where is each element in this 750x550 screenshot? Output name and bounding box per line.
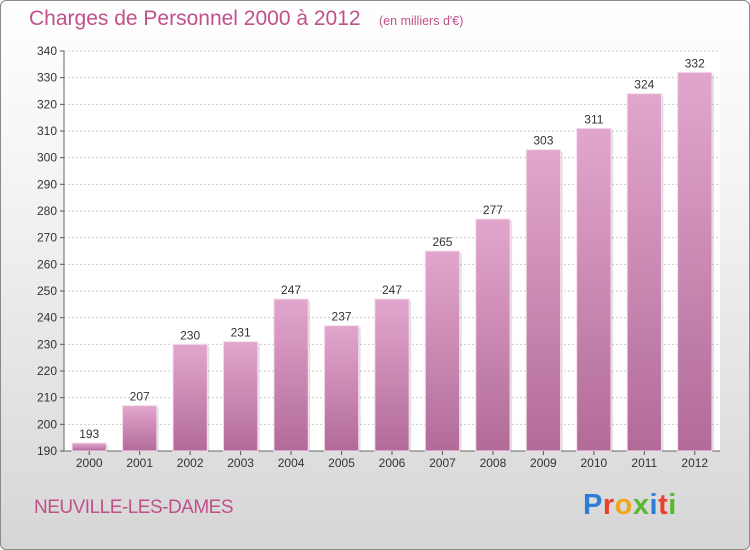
logo-letter: i [668, 489, 677, 521]
data-label: 332 [685, 56, 705, 70]
y-tick-label: 320 [37, 97, 57, 111]
bar-2010 [576, 127, 612, 452]
bar-2001 [122, 405, 158, 452]
data-label: 193 [79, 427, 99, 441]
y-tick-label: 270 [37, 231, 57, 245]
bar-2009 [525, 149, 562, 452]
data-label: 237 [332, 310, 352, 324]
bar-2004 [273, 298, 309, 452]
logo-letter: o [614, 489, 633, 521]
x-tick-label: 2000 [76, 456, 103, 470]
x-tick-label: 2008 [480, 456, 507, 470]
location-name: NEUVILLE-LES-DAMES [34, 497, 234, 518]
y-tick-label: 240 [37, 311, 57, 325]
title-row: Charges de Personnel 2000 à 2012 (en mil… [29, 7, 463, 31]
y-tick-label: 260 [37, 257, 57, 271]
y-tick-label: 220 [37, 364, 57, 378]
x-tick-label: 2012 [681, 456, 708, 470]
data-label: 265 [432, 235, 452, 249]
y-tick-label: 200 [37, 417, 57, 431]
bar-2011 [626, 93, 662, 452]
bar-2000 [71, 442, 107, 452]
data-label: 311 [584, 112, 603, 126]
bar-2007 [424, 250, 461, 452]
proxiti-logo: Proxiti [583, 489, 677, 522]
y-tick-label: 330 [37, 71, 57, 85]
data-label: 231 [231, 326, 251, 340]
y-tick-label: 210 [37, 391, 57, 405]
x-tick-label: 2009 [530, 456, 557, 470]
chart-subtitle: (en milliers d'€) [379, 14, 464, 28]
data-label: 303 [533, 134, 553, 148]
logo-letter: r [602, 489, 615, 521]
bar-2006 [374, 298, 410, 452]
data-label: 247 [281, 283, 301, 297]
bar-2012 [677, 71, 713, 452]
bar-2003 [222, 341, 259, 452]
x-tick-label: 2006 [379, 456, 406, 470]
x-tick-label: 2010 [580, 456, 607, 470]
x-tick-label: 2002 [177, 456, 204, 470]
logo-letter: x [632, 489, 650, 521]
y-tick-label: 280 [37, 204, 57, 218]
x-tick-label: 2005 [328, 456, 355, 470]
data-label: 230 [180, 328, 200, 342]
x-tick-label: 2001 [126, 456, 153, 470]
data-label: 207 [130, 390, 150, 404]
y-tick-label: 230 [37, 337, 57, 351]
bar-2002 [172, 343, 208, 452]
bar-2005 [323, 325, 360, 452]
data-label: 247 [382, 283, 402, 297]
y-tick-label: 290 [37, 177, 57, 191]
x-tick-label: 2003 [227, 456, 254, 470]
y-tick-label: 310 [37, 124, 57, 138]
logo-letter: i [649, 489, 659, 521]
data-label: 277 [483, 203, 503, 217]
y-tick-label: 300 [37, 151, 57, 165]
x-tick-label: 2004 [278, 456, 305, 470]
logo-letter: P [583, 489, 603, 521]
x-tick-label: 2007 [429, 456, 456, 470]
y-tick-label: 250 [37, 284, 57, 298]
bar-2008 [475, 218, 511, 452]
logo-letter: t [658, 489, 669, 521]
data-label: 324 [634, 78, 654, 92]
y-tick-label: 340 [37, 44, 57, 58]
chart-title: Charges de Personnel 2000 à 2012 [29, 7, 361, 30]
x-tick-label: 2011 [631, 456, 657, 470]
y-tick-label: 190 [37, 444, 57, 458]
